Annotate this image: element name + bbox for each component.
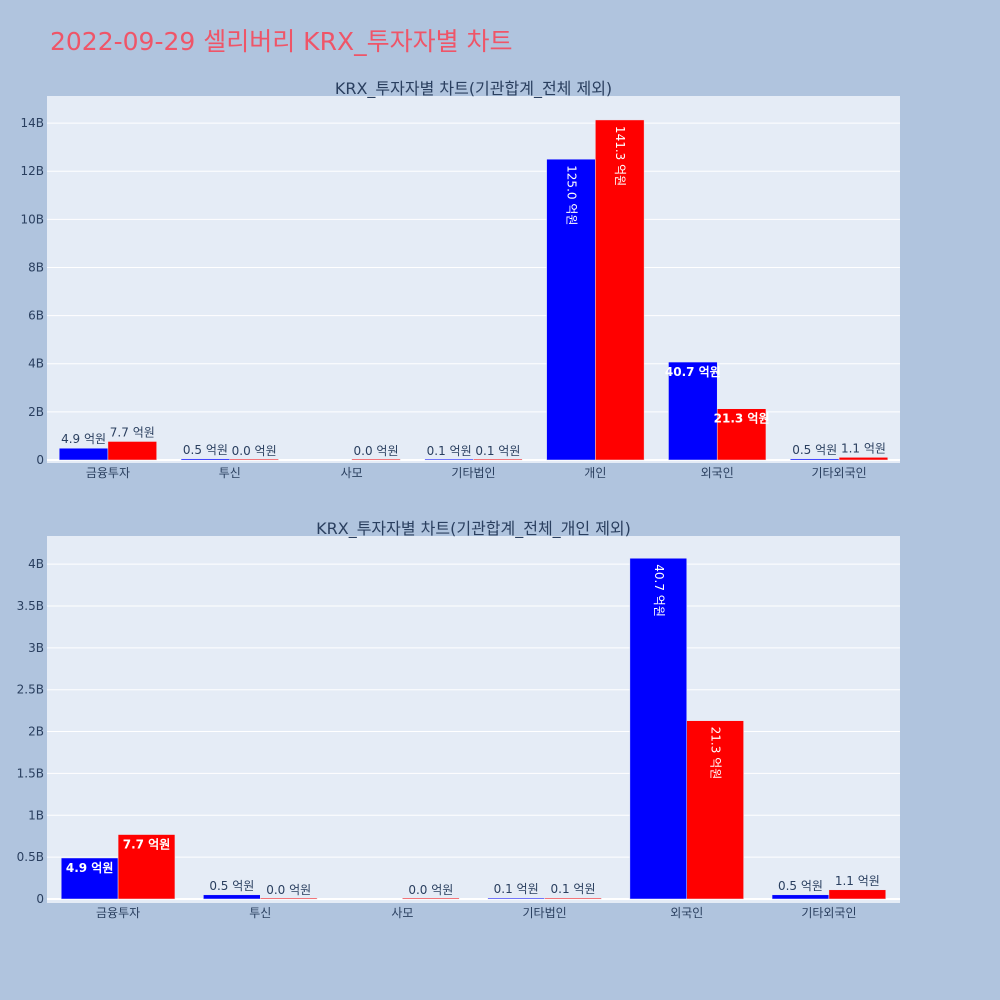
y-tick-label: 14B: [20, 116, 44, 130]
data-label: 0.1 억원: [551, 882, 596, 896]
bar: [351, 458, 401, 461]
y-tick-label: 0: [36, 892, 44, 906]
y-tick-label: 10B: [20, 212, 44, 226]
y-tick-label: 4B: [28, 357, 44, 371]
data-label: 1.1 억원: [835, 874, 880, 888]
y-tick-label: 2B: [28, 405, 44, 419]
bar: [402, 897, 460, 900]
data-label: 0.0 억원: [232, 444, 277, 458]
x-tick-label: 투신: [219, 466, 241, 480]
y-tick-label: 1.5B: [17, 766, 44, 780]
data-label: 0.0 억원: [354, 444, 399, 458]
y-tick-label: 3B: [28, 641, 44, 655]
bar: [424, 458, 474, 461]
plot-area: [47, 536, 900, 903]
y-tick-label: 2.5B: [17, 683, 44, 697]
bar: [180, 458, 231, 461]
data-label: 21.3 억원: [714, 412, 770, 426]
x-tick-label: 기타법인: [451, 466, 495, 480]
data-label: 7.7 억원: [110, 425, 155, 439]
y-tick-label: 8B: [28, 260, 44, 274]
data-label: 0.0 억원: [266, 883, 311, 897]
chart-title: KRX_투자자별 차트(기관합계_전체_개인 제외): [316, 519, 631, 539]
data-label: 40.7 억원: [665, 365, 721, 379]
bar: [546, 158, 596, 461]
data-label: 0.5 억원: [778, 879, 823, 893]
plot-area: [47, 96, 900, 463]
bar: [838, 457, 889, 461]
data-label: 1.1 억원: [841, 441, 886, 455]
x-tick-label: 외국인: [670, 906, 703, 920]
chart-2: KRX_투자자별 차트(기관합계_전체_개인 제외) 0 0.5B 1B 1.5B 2B 2…: [17, 519, 900, 920]
bar: [58, 447, 109, 461]
x-tick-label: 사모: [341, 466, 363, 480]
x-tick-label: 금융투자: [86, 466, 130, 480]
y-tick-label: 6B: [28, 309, 44, 323]
x-tick-label: 금융투자: [96, 906, 140, 920]
bar: [686, 720, 744, 900]
bar: [260, 897, 318, 900]
data-label: 7.7 억원: [123, 838, 171, 852]
bar: [544, 897, 602, 900]
data-label: 0.1 억원: [494, 882, 539, 896]
bar: [629, 558, 688, 900]
y-tick-label: 2B: [28, 725, 44, 739]
bar: [487, 897, 545, 900]
data-label: 4.9 억원: [61, 432, 106, 446]
chart-1: KRX_투자자별 차트(기관합계_전체 제외) 0 2B 4B 6B 8B 10B 12B 14…: [20, 79, 900, 480]
data-label: 141.3 억원: [613, 126, 627, 186]
data-label: 4.9 억원: [66, 861, 114, 875]
data-label: 0.1 억원: [427, 444, 472, 458]
x-tick-label: 개인: [584, 466, 606, 480]
bar: [828, 889, 887, 900]
data-label: 21.3 억원: [709, 727, 723, 780]
bar: [716, 408, 767, 461]
y-tick-label: 0.5B: [17, 850, 44, 864]
x-tick-label: 기타외국인: [801, 906, 856, 920]
bar: [473, 458, 523, 461]
x-tick-label: 기타외국인: [811, 466, 866, 480]
y-tick-label: 0: [36, 453, 44, 467]
bar: [229, 458, 279, 461]
y-tick-label: 1B: [28, 808, 44, 822]
y-tick-label: 4B: [28, 557, 44, 571]
x-tick-label: 사모: [391, 906, 413, 920]
y-tick-label: 3.5B: [17, 599, 44, 613]
bar: [771, 894, 830, 900]
data-label: 0.5 억원: [792, 443, 837, 457]
bar: [107, 441, 157, 461]
x-tick-label: 기타법인: [522, 906, 566, 920]
bar: [117, 834, 176, 900]
bar: [60, 857, 119, 900]
bar: [595, 119, 645, 461]
data-label: 0.1 억원: [475, 444, 520, 458]
data-label: 125.0 억원: [564, 165, 578, 225]
bar: [203, 894, 261, 900]
y-tick-label: 12B: [20, 164, 44, 178]
data-label: 0.0 억원: [408, 883, 453, 897]
bar: [790, 458, 840, 461]
x-tick-label: 투신: [249, 906, 271, 920]
data-label: 40.7 억원: [652, 564, 666, 617]
x-tick-label: 외국인: [701, 466, 734, 480]
data-label: 0.5 억원: [183, 443, 228, 457]
bar: [668, 361, 718, 461]
page-title: 2022-09-29 셀리버리 KRX_투자자별 차트: [50, 27, 513, 56]
chart-title: KRX_투자자별 차트(기관합계_전체 제외): [335, 79, 612, 99]
data-label: 0.5 억원: [209, 879, 254, 893]
